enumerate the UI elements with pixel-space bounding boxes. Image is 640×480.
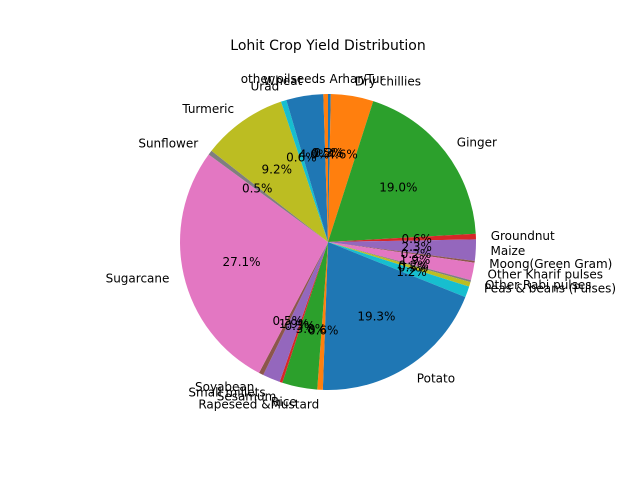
slice-label-soyabean: Soyabean — [195, 380, 254, 394]
slice-label-urad: Urad — [251, 80, 280, 94]
pct-label-soyabean-15: 0.5% — [273, 314, 304, 328]
pct-label-dry-chillies-1: 4.6% — [327, 147, 358, 161]
pct-label-sunflower-17: 0.5% — [242, 181, 273, 195]
pct-label-arhar-tur-0: 0.3% — [314, 146, 345, 160]
slice-label-other-oilseeds: other oilseeds — [241, 72, 326, 86]
pct-label-unlabeled-9: 1.2% — [396, 265, 427, 279]
slice-label-rice: Rice — [271, 395, 297, 409]
pct-label-wheat-20: 4.0% — [299, 147, 330, 161]
pie-slice-wheat-20 — [286, 94, 328, 242]
slice-label-potato: Potato — [417, 371, 455, 385]
pct-label-rapeseed-mustard-11: 0.6% — [308, 324, 339, 338]
pie-slice-soyabean-15 — [259, 242, 328, 376]
pie-slice-urad-19 — [280, 99, 328, 242]
pct-label-urad-19: 0.6% — [286, 150, 317, 164]
slice-label-other-kharif-pulses: Other Kharif pulses — [488, 268, 603, 282]
pie-slice-arhar-tur-0 — [328, 94, 331, 242]
slice-label-ginger: Ginger — [457, 136, 497, 150]
pie-slice-ginger-2 — [328, 101, 476, 242]
pie-slice-sesamum-13 — [279, 242, 328, 383]
slice-label-rapeseed-mustard: Rapeseed &Mustard — [198, 398, 319, 412]
slice-label-sesamum: Sesamum — [217, 389, 277, 403]
slice-label-groundnut: Groundnut — [491, 229, 555, 243]
pie-slices — [180, 93, 477, 390]
pie-slice-rapeseed-mustard-11 — [317, 242, 328, 390]
pie-slice-maize-4 — [328, 239, 477, 261]
pct-label-other-kharif-pulses-6: 1.9% — [400, 253, 431, 267]
pie-slice-moong-green-gram-5 — [328, 242, 475, 263]
pie-slice-groundnut-3 — [328, 233, 476, 242]
pie-slice-sugarcane-16 — [180, 154, 328, 373]
pct-label-turmeric-18: 9.2% — [262, 163, 293, 177]
pct-label-maize-4: 2.3% — [401, 240, 432, 254]
pct-label-ginger-2: 19.0% — [379, 181, 417, 195]
pie-slice-sunflower-17 — [208, 150, 328, 242]
pie-slice-peas-beans-pulses-8 — [328, 242, 471, 287]
pie-slice-rice-12 — [282, 242, 328, 390]
pie-slice-other-rabi-pulses-7 — [328, 242, 471, 283]
chart-title: Lohit Crop Yield Distribution — [230, 38, 425, 54]
slice-label-moong-green-gram: Moong(Green Gram) — [489, 257, 612, 271]
slice-label-turmeric: Turmeric — [181, 102, 234, 116]
pct-label-peas-beans-pulses-8: 0.5% — [398, 260, 429, 274]
pct-label-potato-10: 19.3% — [357, 309, 395, 323]
pie-slice-potato-10 — [322, 242, 466, 390]
slice-label-peas-beans-pulses: Peas & beans (Pulses) — [484, 282, 616, 296]
pct-label-groundnut-3: 0.6% — [401, 232, 432, 246]
slice-label-arhar-tur: Arhar/Tur — [330, 72, 385, 86]
pie-slice-other-kharif-pulses-6 — [328, 242, 475, 281]
slice-label-maize: Maize — [491, 244, 526, 258]
slice-label-sugarcane: Sugarcane — [106, 272, 170, 286]
slice-label-sunflower: Sunflower — [138, 137, 198, 151]
pie-slice-small-millets-14 — [263, 242, 328, 382]
slice-label-other-rabi-pulses: Other Rabi pulses — [485, 278, 592, 292]
pct-label-rice-12: 3.8% — [296, 322, 327, 336]
slice-label-small-millets: Small millets — [188, 385, 265, 399]
percent-labels: 0.3%4.6%19.0%0.6%2.3%0.2%1.9%0.2%0.5%1.2… — [222, 146, 432, 338]
pie-slice-unlabeled-9 — [328, 242, 470, 298]
pct-label-sugarcane-16: 27.1% — [222, 255, 260, 269]
pie-slice-dry-chillies-1 — [328, 94, 374, 242]
pct-label-small-millets-14: 1.9% — [279, 317, 310, 331]
pie-slice-turmeric-18 — [211, 101, 328, 242]
slice-label-dry-chillies: Dry chillies — [355, 74, 421, 88]
pct-label-other-oilseeds-21: 0.5% — [311, 146, 342, 160]
slice-label-wheat: Wheat — [263, 74, 302, 88]
pct-label-other-rabi-pulses-7: 0.2% — [398, 259, 429, 273]
pct-label-sesamum-13: 0.3% — [285, 319, 316, 333]
pie-slice-other-oilseeds-21 — [323, 93, 328, 242]
pct-label-moong-green-gram-5: 0.2% — [401, 247, 432, 261]
